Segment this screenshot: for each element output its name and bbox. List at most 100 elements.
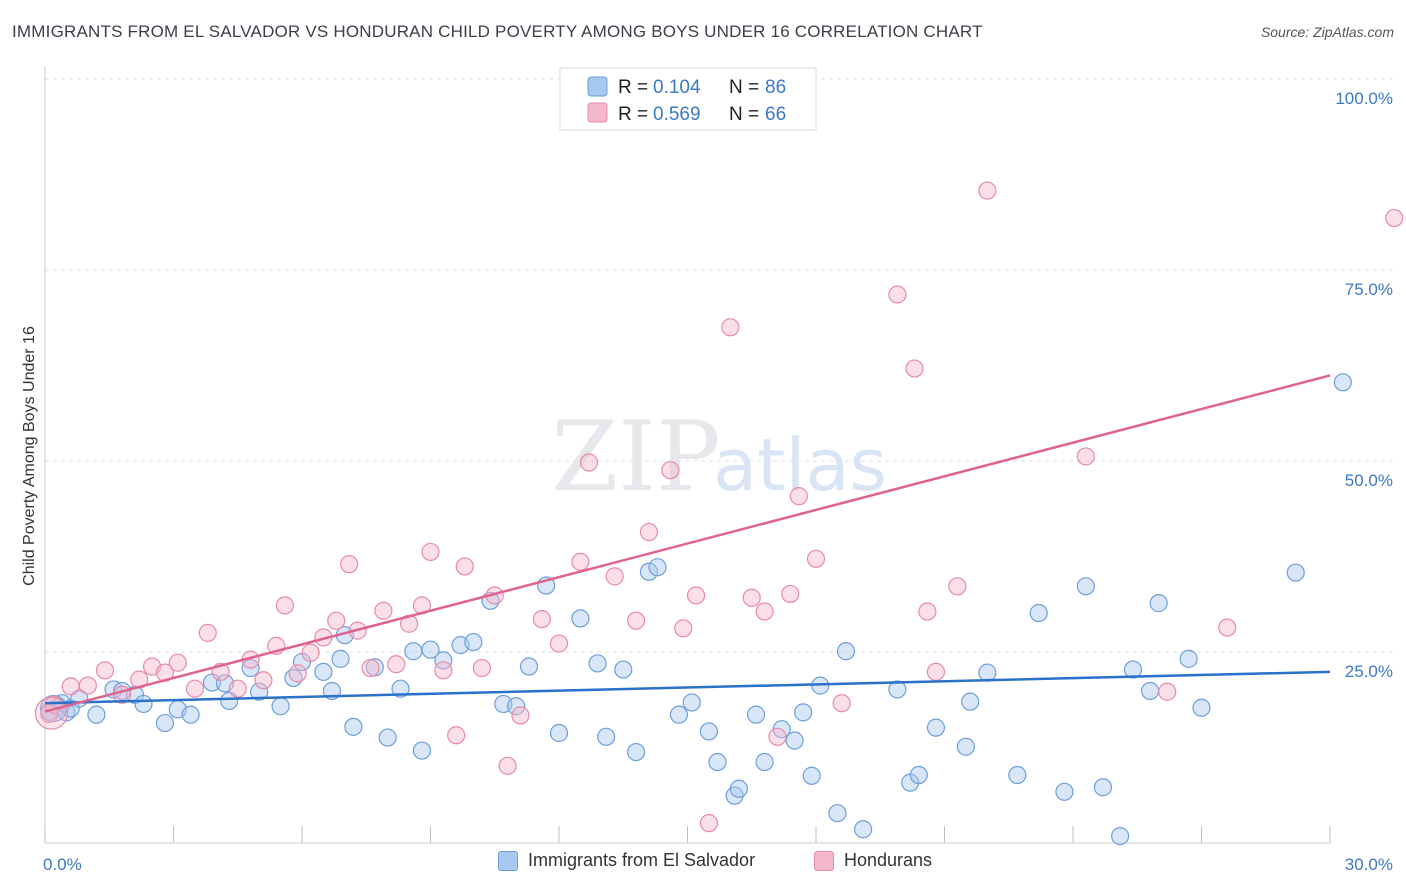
hondurans-point-53 bbox=[789, 487, 808, 506]
el-salvador-point-83 bbox=[1333, 373, 1352, 392]
el-salvador-point-9 bbox=[134, 694, 153, 714]
legend-n-value-2: 66 bbox=[765, 104, 786, 125]
chart-title: IMMIGRANTS FROM EL SALVADOR VS HONDURAN … bbox=[12, 22, 983, 41]
hondurans-point-3 bbox=[78, 676, 97, 695]
legend-swatch-pink bbox=[587, 102, 608, 123]
bottom-legend-item-el-salvador: Immigrants from El Salvador bbox=[498, 850, 755, 871]
bottom-legend-label-el-salvador: Immigrants from El Salvador bbox=[528, 850, 756, 870]
hondurans-point-58 bbox=[918, 602, 937, 621]
hondurans-point-44 bbox=[661, 461, 680, 480]
el-salvador-point-31 bbox=[421, 640, 440, 659]
el-salvador-point-47 bbox=[648, 558, 667, 577]
el-salvador-point-23 bbox=[331, 649, 350, 668]
hondurans-point-26 bbox=[387, 655, 406, 674]
bottom-legend-label-hondurans: Hondurans bbox=[844, 850, 933, 870]
el-salvador-point-32 bbox=[434, 651, 453, 670]
el-salvador-point-50 bbox=[699, 722, 719, 741]
x-tick-label-0: 0.0% bbox=[43, 855, 82, 874]
y-tick-label-0: 100.0% bbox=[1335, 89, 1393, 108]
el-salvador-point-57 bbox=[785, 731, 804, 750]
hondurans-point-22 bbox=[340, 555, 359, 574]
hondurans-point-52 bbox=[781, 584, 800, 604]
el-salvador-point-62 bbox=[836, 642, 856, 661]
el-salvador-point-54 bbox=[746, 705, 766, 724]
el-salvador-point-58 bbox=[794, 703, 813, 722]
y-tick-label-3: 25.0% bbox=[1345, 662, 1393, 681]
el-salvador-point-67 bbox=[926, 718, 946, 737]
el-salvador-point-17 bbox=[250, 682, 269, 701]
hondurans-point-61 bbox=[978, 181, 997, 200]
hondurans-point-11 bbox=[198, 623, 217, 643]
hondurans-point-50 bbox=[755, 602, 774, 621]
hondurans-point-54 bbox=[806, 549, 826, 568]
hondurans-point-19 bbox=[301, 643, 320, 662]
legend-r-value-2: 0.569 bbox=[653, 104, 701, 125]
grid-lines bbox=[45, 78, 1395, 653]
el-salvador-point-37 bbox=[507, 697, 526, 716]
hondurans-point-51 bbox=[768, 727, 787, 746]
hondurans-point-29 bbox=[421, 542, 440, 562]
x-tick-label-1: 30.0% bbox=[1345, 855, 1393, 874]
el-salvador-point-29 bbox=[404, 642, 423, 661]
hondurans-point-56 bbox=[888, 285, 907, 304]
el-salvador-point-12 bbox=[181, 705, 200, 724]
el-salvador-point-79 bbox=[1149, 594, 1168, 613]
hondurans-point-32 bbox=[455, 557, 474, 576]
hondurans-point-40 bbox=[579, 453, 599, 472]
el-salvador-point-81 bbox=[1192, 698, 1211, 717]
el-salvador-point-68 bbox=[956, 737, 976, 756]
el-salvador-point-46 bbox=[639, 562, 659, 581]
hondurans-point-46 bbox=[686, 586, 706, 605]
hondurans-point-41 bbox=[605, 567, 624, 586]
el-salvador-point-80 bbox=[1179, 649, 1198, 668]
el-salvador-point-48 bbox=[669, 705, 689, 724]
legend-n-value-1: 86 bbox=[765, 77, 786, 98]
el-salvador-point-42 bbox=[588, 654, 607, 673]
hondurans-point-21 bbox=[327, 611, 346, 630]
hondurans-point-9 bbox=[168, 653, 187, 672]
hondurans-point-13 bbox=[228, 679, 247, 698]
bottom-legend-swatch-blue bbox=[498, 850, 518, 871]
el-salvador-point-66 bbox=[909, 765, 928, 785]
legend-n-label-2: N = bbox=[729, 104, 759, 125]
hondurans-point-47 bbox=[699, 814, 719, 833]
hondurans-point-62 bbox=[1076, 447, 1095, 466]
y-axis-label: Child Poverty Among Boys Under 16 bbox=[21, 326, 38, 586]
el-salvador-point-45 bbox=[626, 742, 646, 762]
hondurans-point-55 bbox=[832, 694, 851, 713]
hondurans-point-17 bbox=[275, 596, 294, 615]
trend-line-el-salvador bbox=[44, 670, 1331, 705]
hondurans-point-10 bbox=[185, 679, 205, 698]
el-salvador-point-51 bbox=[708, 752, 727, 772]
watermark-atlas: atlas bbox=[713, 423, 887, 507]
hondurans-point-18 bbox=[288, 664, 307, 683]
el-salvador-point-34 bbox=[464, 632, 483, 652]
el-salvador-point-40 bbox=[549, 723, 569, 743]
trend-lines bbox=[44, 374, 1331, 713]
hondurans-point-59 bbox=[926, 662, 946, 681]
hondurans-point-2 bbox=[61, 677, 80, 696]
el-salvador-point-28 bbox=[391, 679, 410, 698]
hondurans-point-25 bbox=[374, 601, 393, 620]
legend-r-value-1: 0.104 bbox=[653, 77, 701, 98]
hondurans-point-30 bbox=[434, 661, 453, 680]
el-salvador-point-53 bbox=[729, 779, 749, 798]
hondurans-point-39 bbox=[571, 552, 590, 571]
series-hondurans-points bbox=[34, 181, 1404, 833]
hondurans-point-45 bbox=[674, 619, 693, 638]
el-salvador-point-55 bbox=[755, 752, 774, 772]
hondurans-point-24 bbox=[361, 658, 380, 678]
el-salvador-point-30 bbox=[412, 741, 432, 760]
el-salvador-point-18 bbox=[271, 697, 290, 716]
hondurans-point-57 bbox=[905, 359, 924, 378]
el-salvador-point-38 bbox=[519, 657, 539, 676]
el-salvador-point-49 bbox=[682, 693, 701, 712]
hondurans-point-37 bbox=[532, 610, 551, 629]
bottom-legend: Immigrants from El Salvador Hondurans bbox=[0, 850, 1406, 880]
el-salvador-point-61 bbox=[828, 804, 847, 823]
el-salvador-point-74 bbox=[1076, 577, 1095, 596]
top-legend: R = 0.104 N = 86 R = 0.569 N = 66 bbox=[559, 67, 817, 131]
legend-swatch-blue bbox=[587, 76, 608, 97]
legend-r-label-2: R = bbox=[618, 104, 648, 125]
